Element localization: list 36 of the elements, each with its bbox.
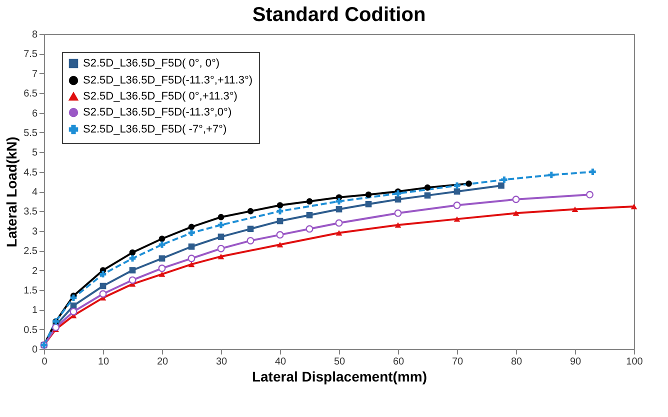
x-tick-label: 30 (216, 356, 228, 368)
x-tick-label: 50 (334, 356, 346, 368)
y-tick-label: 7.5 (24, 49, 38, 60)
y-tick-label: 2.5 (24, 246, 38, 258)
y-tick-label: 8 (32, 30, 38, 40)
y-axis-title: Lateral Load(kN) (4, 136, 20, 248)
y-tick-label: 6.5 (24, 88, 38, 100)
y-tick-label: 2 (32, 266, 38, 277)
y-tick-label: 5 (32, 148, 38, 159)
legend-label: S2.5D_L36.5D_F5D( 0°, 0°) (83, 58, 220, 70)
x-tick-label: 90 (570, 356, 582, 368)
x-tick-label: 80 (510, 356, 522, 368)
x-tick-label: 40 (274, 356, 286, 368)
y-tick-label: 0 (32, 344, 38, 356)
legend-label: S2.5D_L36.5D_F5D( -7°,+7°) (83, 124, 227, 136)
legend-label: S2.5D_L36.5D_F5D(-11.3°,+11.3°) (83, 74, 253, 86)
y-tick-label: 4 (32, 187, 38, 198)
x-tick-label: 20 (156, 356, 168, 368)
x-tick-label: 60 (392, 356, 404, 368)
x-tick-label: 100 (626, 356, 644, 368)
legend-label: S2.5D_L36.5D_F5D(-11.3°,0°) (83, 106, 232, 118)
x-tick-label: 0 (42, 356, 48, 368)
y-tick-label: 1 (32, 305, 38, 316)
x-axis-title: Lateral Displacement(mm) (252, 368, 428, 384)
y-tick-label: 7 (32, 68, 38, 80)
y-tick-label: 0.5 (24, 324, 38, 336)
legend-label: S2.5D_L36.5D_F5D( 0°,+11.3°) (83, 90, 238, 102)
y-tick-label: 1.5 (24, 285, 38, 296)
y-tick-label: 4.5 (24, 167, 38, 178)
y-tick-label: 6 (32, 108, 38, 120)
y-tick-label: 3 (32, 226, 38, 238)
y-tick-label: 3.5 (24, 206, 38, 218)
x-tick-label: 10 (98, 356, 110, 368)
chart-title: Standard Codition (252, 4, 426, 26)
x-tick-label: 70 (452, 356, 464, 368)
y-tick-label: 5.5 (24, 128, 38, 139)
